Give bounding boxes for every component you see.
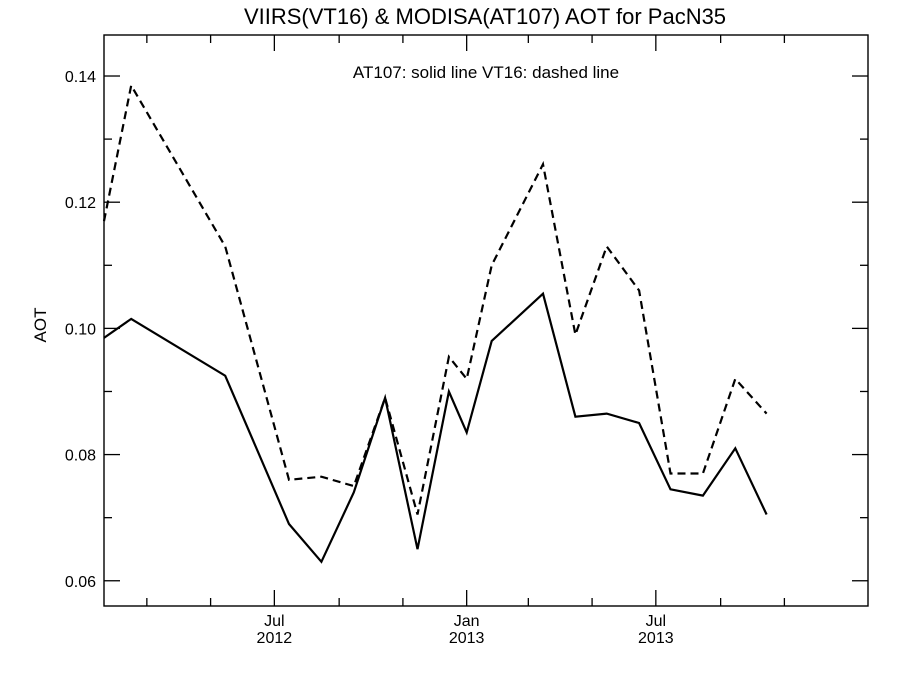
y-tick-label: 0.14 <box>65 69 96 86</box>
y-axis-label: AOT <box>31 308 50 343</box>
x-tick-label-year: 2013 <box>449 630 485 647</box>
series-layer <box>102 82 768 564</box>
y-tick-label: 0.12 <box>65 195 96 212</box>
axis-ticks: 0.060.080.100.120.14Jul2012Jan2013Jul201… <box>65 35 868 647</box>
x-tick-label-month: Jul <box>646 613 666 630</box>
y-tick-label: 0.10 <box>65 321 96 338</box>
series-line-at107 <box>103 291 768 564</box>
x-tick-label-month: Jul <box>264 613 284 630</box>
x-tick-label-year: 2013 <box>638 630 674 647</box>
plot-frame <box>103 34 869 607</box>
series-line-vt16 <box>102 82 768 515</box>
chart-title: VIIRS(VT16) & MODISA(AT107) AOT for PacN… <box>244 4 726 29</box>
x-tick-label-month: Jan <box>454 613 480 630</box>
line-style-annotation: AT107: solid line VT16: dashed line <box>353 63 619 82</box>
y-tick-label: 0.06 <box>65 574 96 591</box>
x-tick-label-year: 2012 <box>257 630 293 647</box>
y-tick-label: 0.08 <box>65 448 96 465</box>
